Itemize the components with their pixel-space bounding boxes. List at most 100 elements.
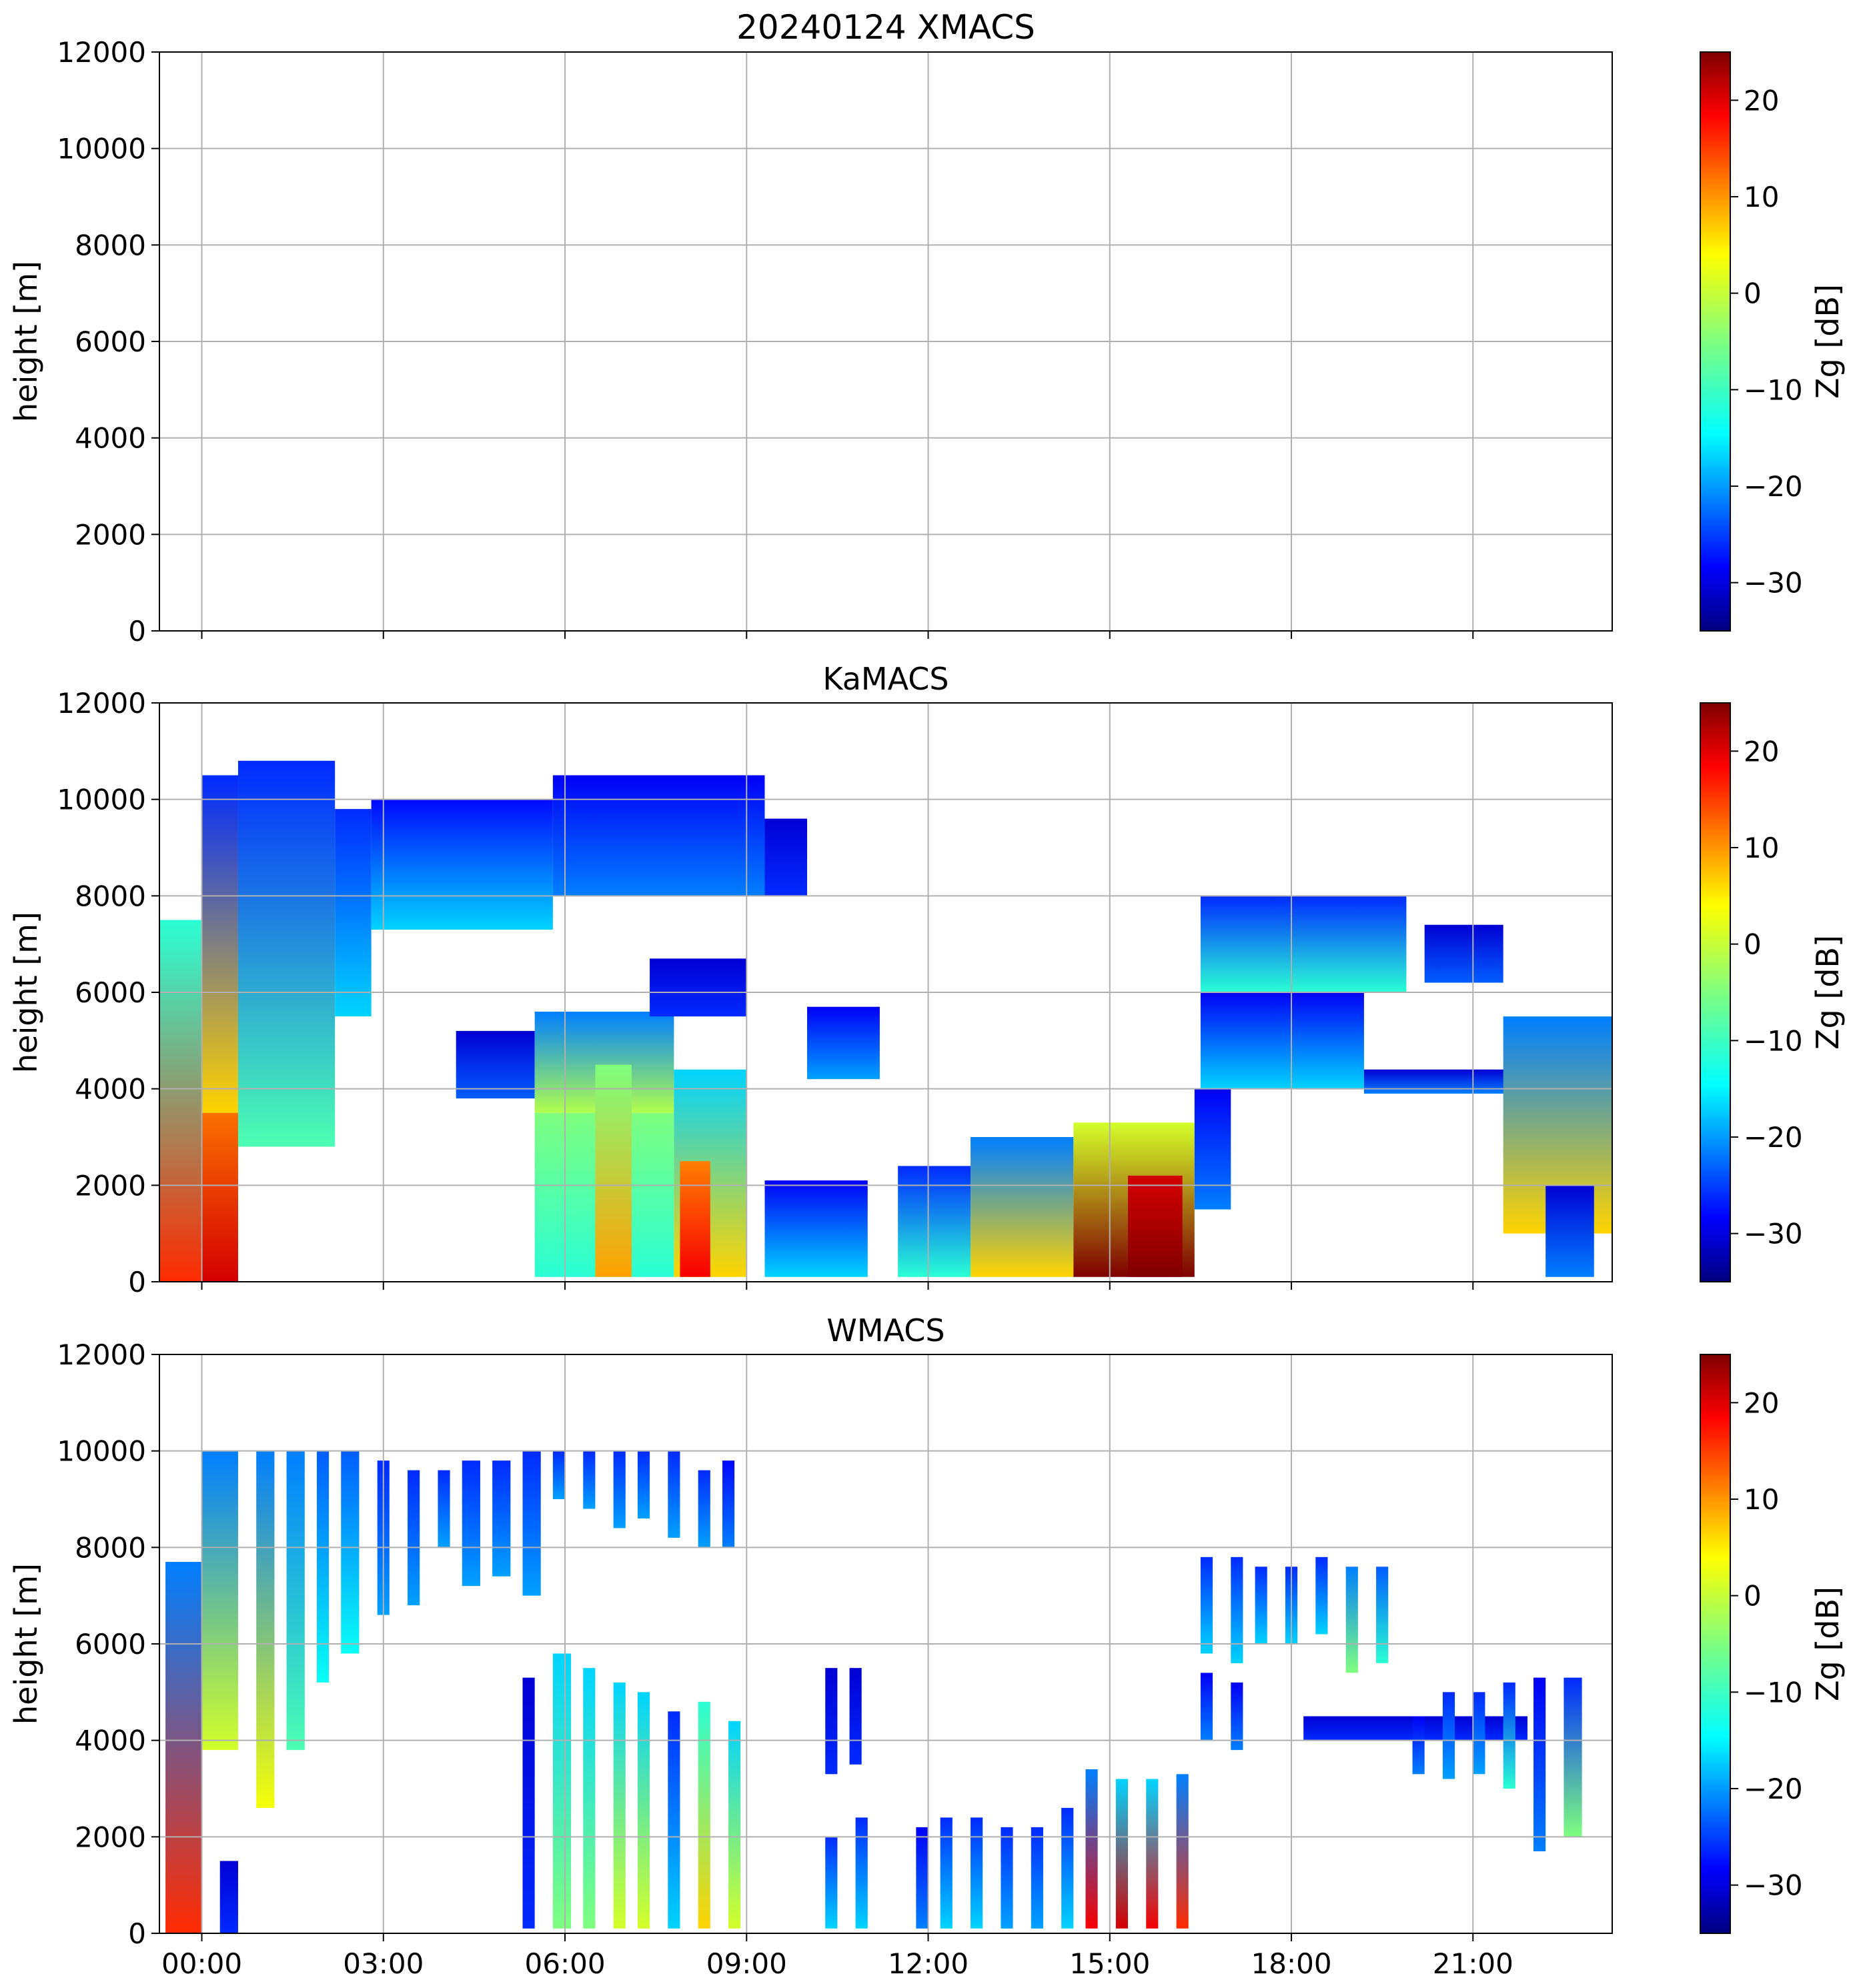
colorbar-tick-label: −20 [1744,1773,1803,1805]
panel-wmacs: 0 2000 4000 6000 8000 10000 12000 00:00 03:00 06:… [8,1312,1846,1980]
echo-cell [613,1450,626,1529]
x-tick-label: 06:00 [525,1947,606,1980]
echo-cell [1545,1185,1594,1277]
echo-cell [916,1827,928,1929]
echo-cell [637,1692,650,1929]
echo-cell [1200,1673,1213,1741]
echo-cell [1503,1682,1515,1789]
y-tick-label: 4000 [75,1073,146,1106]
y-tick-label: 10000 [57,784,146,816]
y-tick-label: 6000 [75,1628,146,1661]
panel-kamacs: 0 2000 4000 6000 8000 10000 12000 height [m] KaM… [8,661,1846,1298]
echo-cell [1533,1677,1546,1852]
colorbar-tick-label: 20 [1744,84,1779,117]
echo-cell [1564,1677,1582,1837]
colorbar-tick-label: −10 [1744,373,1803,406]
y-tick-label: 6000 [75,976,146,1009]
echo-cell [1442,1692,1455,1779]
y-tick-label: 10000 [57,1435,146,1468]
echo-cell [1473,1692,1485,1775]
panel-xmacs: 0 2000 4000 6000 8000 10000 12000 height [m] 20 1… [8,36,1846,648]
echo-cell [1128,1175,1183,1277]
colorbar-tick-label: 10 [1744,832,1779,864]
echo-cell [1194,1088,1231,1210]
colorbar-tick-label: 0 [1744,277,1762,310]
y-tick-label: 4000 [75,422,146,455]
colorbar-gradient [1700,702,1731,1282]
y-tick-label: 0 [128,615,146,648]
y-tick-label: 8000 [75,880,146,912]
echo-cell [1255,1567,1267,1644]
colorbar-tick-label: 10 [1744,181,1779,213]
y-axis-label: height [m] [8,912,44,1073]
colorbar-label: Zg [dB] [1810,935,1846,1050]
panel-title: WMACS [826,1312,945,1348]
echo-cell [552,1653,572,1929]
echo-cell [219,1861,238,1933]
echo-cell [1231,1682,1243,1751]
echo-cell [971,1137,1074,1277]
echo-cell [522,1450,541,1596]
echo-cell [1115,1779,1128,1929]
colorbar: 20 10 0 −10 −20 −30 Zg [dB] [1700,51,1846,632]
echo-cell [971,1817,983,1929]
echo-cell [1424,924,1503,983]
figure-title: 20240124 XMACS [736,8,1035,47]
echo-cell [159,920,202,1282]
echo-cell [668,1711,680,1929]
reflectivity-field [165,1450,1582,1933]
colorbar-tick-label: 10 [1744,1483,1779,1516]
echo-cell [1061,1807,1074,1929]
echo-cell [522,1677,535,1929]
echo-cell [1200,896,1407,992]
echo-cell [408,1470,420,1606]
y-tick-label: 12000 [57,36,146,69]
y-tick-label: 2000 [75,1821,146,1853]
echo-cell [807,1006,880,1080]
panel-title: KaMACS [822,661,949,697]
echo-cell [1376,1567,1389,1663]
colorbar: 20 10 0 −10 −20 −30 Zg [dB] [1700,702,1846,1282]
echo-cell [492,1460,511,1577]
echo-cell [849,1668,862,1765]
colorbar-label: Zg [dB] [1810,1587,1846,1701]
echo-cell [583,1668,596,1929]
y-tick-label: 12000 [57,687,146,720]
colorbar: 20 10 0 −10 −20 −30 Zg [dB] [1700,1354,1846,1934]
echo-cell [165,1562,202,1933]
echo-cell [637,1450,650,1519]
colorbar-tick-label: 0 [1744,1580,1762,1613]
echo-cell [855,1817,868,1929]
colorbar-tick-label: −30 [1744,1218,1803,1250]
y-tick-label: 8000 [75,229,146,261]
echo-cell [552,775,765,896]
colorbar-tick-label: −20 [1744,1121,1803,1154]
echo-cell [256,1450,275,1808]
reflectivity-field [159,760,1612,1282]
y-tick-label: 2000 [75,518,146,551]
echo-cell [286,1450,305,1751]
echo-cell [1363,1069,1521,1094]
echo-cell [201,775,238,1113]
x-tick-label: 15:00 [1069,1947,1150,1980]
y-tick-label: 0 [128,1917,146,1950]
echo-cell [1001,1827,1013,1929]
echo-cell [595,1064,632,1277]
echo-cell [237,760,336,1147]
colorbar-label: Zg [dB] [1810,284,1846,399]
echo-cell [1146,1779,1159,1929]
y-tick-label: 12000 [57,1338,146,1371]
echo-cell [371,799,553,930]
echo-cell [940,1817,953,1929]
colorbar-tick-label: −30 [1744,567,1803,600]
y-tick-label: 6000 [75,325,146,358]
y-tick-label: 8000 [75,1531,146,1564]
y-axis-label: height [m] [8,261,44,422]
echo-cell [825,1837,838,1929]
colorbar-tick-label: 20 [1744,735,1779,768]
echo-cell [335,809,372,1017]
echo-cell [201,1450,238,1751]
echo-cell [316,1450,330,1683]
echo-cell [1231,1557,1243,1663]
